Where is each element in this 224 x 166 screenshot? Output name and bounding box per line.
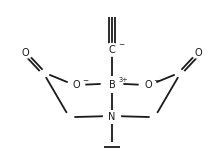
Ellipse shape <box>101 78 123 92</box>
Text: −: − <box>118 42 124 48</box>
Text: −: − <box>153 78 159 83</box>
Text: O: O <box>72 80 80 90</box>
Text: O: O <box>194 48 202 58</box>
Text: O: O <box>144 80 152 90</box>
Ellipse shape <box>139 79 156 90</box>
Text: O: O <box>22 48 30 58</box>
Text: C: C <box>109 45 115 55</box>
Text: 3+: 3+ <box>119 77 128 83</box>
Text: N: N <box>108 112 116 122</box>
Ellipse shape <box>19 48 33 58</box>
Ellipse shape <box>103 43 121 56</box>
Ellipse shape <box>103 111 121 123</box>
Ellipse shape <box>191 48 205 58</box>
Text: B: B <box>109 80 115 90</box>
Text: −: − <box>82 78 88 83</box>
Ellipse shape <box>68 79 85 90</box>
